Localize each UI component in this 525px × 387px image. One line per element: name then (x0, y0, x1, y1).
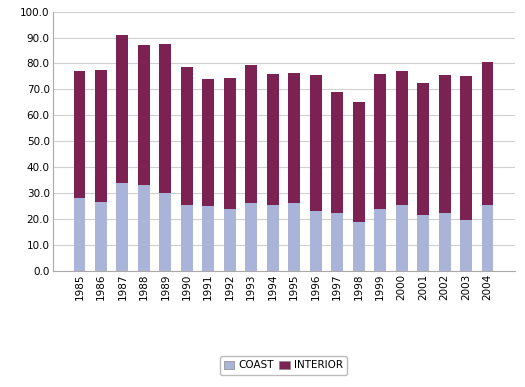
Bar (160, 193, 171, 271)
Bar (224, 78, 236, 209)
Bar (460, 220, 472, 271)
Bar (481, 205, 493, 271)
Bar (138, 45, 150, 185)
Bar (203, 206, 214, 271)
Bar (353, 222, 364, 271)
Bar (245, 65, 257, 204)
Bar (95, 70, 107, 202)
Bar (160, 44, 171, 193)
Bar (374, 74, 386, 209)
Bar (331, 212, 343, 271)
Bar (481, 62, 493, 205)
Bar (353, 102, 364, 222)
Bar (310, 75, 322, 211)
Bar (117, 183, 128, 271)
Bar (460, 77, 472, 220)
Bar (245, 204, 257, 271)
Legend: COAST, INTERIOR: COAST, INTERIOR (220, 356, 347, 375)
Bar (95, 202, 107, 271)
Bar (439, 75, 450, 212)
Bar (396, 71, 407, 205)
Bar (74, 198, 86, 271)
Bar (396, 205, 407, 271)
Bar (331, 92, 343, 212)
Bar (374, 209, 386, 271)
Bar (138, 185, 150, 271)
Bar (288, 72, 300, 204)
Bar (74, 71, 86, 198)
Bar (267, 205, 279, 271)
Bar (203, 79, 214, 206)
Bar (417, 83, 429, 215)
Bar (117, 35, 128, 183)
Bar (288, 204, 300, 271)
Bar (439, 212, 450, 271)
Bar (181, 67, 193, 205)
Bar (224, 209, 236, 271)
Bar (181, 205, 193, 271)
Bar (417, 215, 429, 271)
Bar (267, 74, 279, 205)
Bar (310, 211, 322, 271)
